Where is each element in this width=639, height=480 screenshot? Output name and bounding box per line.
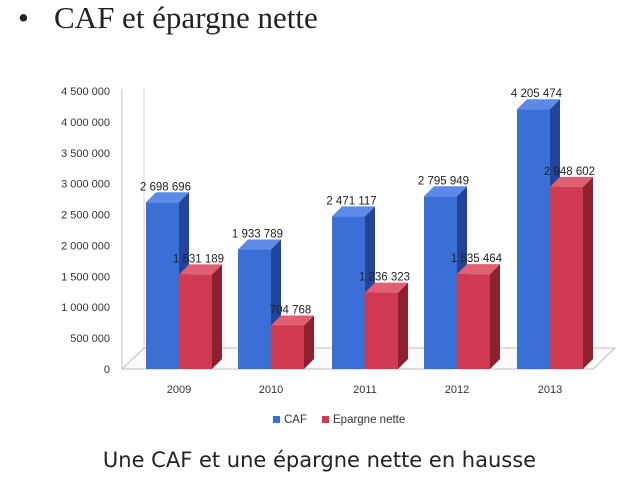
slide-subtitle: Une CAF et une épargne nette en hausse [102, 448, 537, 472]
x-tick-label-2013: 2013 [538, 384, 562, 396]
bar-chart: 0 500 000 1 000 000 1 500 000 2 000 000 2 500… [61, 86, 617, 426]
y-tick-label: 3 000 000 [61, 179, 110, 191]
y-tick-label: 500 000 [70, 333, 110, 345]
bar-epargne-2013 [550, 186, 583, 369]
bar-caf-2009 [146, 202, 179, 369]
bar-epargne-2013-side [583, 176, 593, 369]
bullet-marker: • [18, 0, 29, 35]
x-tick-label-2011: 2011 [353, 384, 377, 396]
bar-caf-2011-top [332, 206, 375, 217]
data-label-caf-2009: 2 698 696 [140, 181, 191, 193]
data-label-epargne-2009: 1 531 189 [173, 253, 224, 265]
bar-epargne-2009 [179, 274, 212, 369]
bar-epargne-2012-top [457, 264, 500, 275]
data-label-epargne-2013: 2 948 602 [544, 166, 595, 178]
data-label-epargne-2011: 1 236 323 [359, 272, 410, 284]
bar-epargne-2011-side [398, 282, 408, 369]
x-tick-label-2012: 2012 [445, 384, 469, 396]
slide-title: • CAF et épargne nette [18, 0, 318, 36]
slide-title-text: CAF et épargne nette [54, 0, 318, 35]
bar-epargne-2011-top [365, 282, 408, 293]
bar-epargne-2009-side [212, 264, 222, 369]
bar-epargne-2013-top [550, 176, 593, 187]
y-tick-label: 2 000 000 [61, 240, 110, 252]
legend-label-caf: CAF [284, 414, 307, 426]
bar-epargne-2010 [271, 325, 304, 369]
bar-epargne-2012 [457, 274, 490, 369]
legend-label-epargne: Epargne nette [333, 414, 405, 426]
data-label-caf-2013: 4 205 474 [511, 88, 563, 100]
bar-caf-2009-top [146, 192, 189, 203]
bar-caf-2013 [517, 109, 550, 369]
data-label-epargne-2010: 704 768 [270, 304, 312, 316]
bar-caf-2013-top [517, 99, 560, 110]
bar-caf-2012-top [424, 186, 467, 197]
bar-epargne-2011 [365, 292, 398, 369]
bar-epargne-2012-side [490, 264, 500, 369]
bar-epargne-2009-top [179, 264, 222, 275]
y-tick-label: 3 500 000 [61, 148, 110, 160]
y-tick-label: 4 500 000 [61, 86, 110, 98]
y-tick-label: 1 500 000 [61, 271, 110, 283]
bar-caf-2010-top [238, 239, 281, 250]
legend-swatch-caf [273, 416, 280, 423]
y-tick-label: 4 000 000 [61, 117, 110, 129]
data-label-epargne-2012: 1 535 464 [451, 253, 503, 265]
bar-epargne-2010-side [304, 315, 314, 369]
bar-caf-2011 [332, 216, 365, 369]
y-tick-label: 2 500 000 [61, 210, 110, 222]
bar-caf-2010 [238, 249, 271, 369]
bar-caf-2012 [424, 196, 457, 369]
x-tick-label-2010: 2010 [259, 384, 283, 396]
data-label-caf-2011: 2 471 117 [326, 195, 376, 207]
y-tick-label: 1 000 000 [61, 302, 110, 314]
data-label-caf-2010: 1 933 789 [232, 229, 283, 241]
bar-epargne-2010-top [271, 315, 314, 326]
x-tick-label-2009: 2009 [167, 384, 191, 396]
data-label-caf-2012: 2 795 949 [418, 175, 469, 187]
y-tick-label: 0 [104, 364, 110, 376]
legend-swatch-epargne [322, 416, 329, 423]
